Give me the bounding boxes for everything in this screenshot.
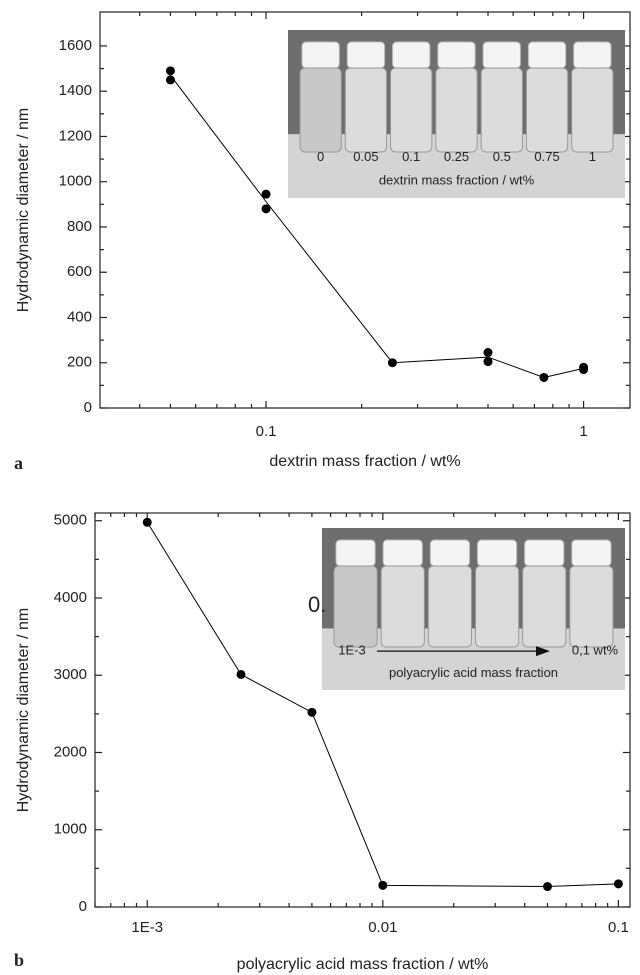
data-point xyxy=(483,348,493,358)
data-point xyxy=(307,707,317,717)
inset-label: 1 xyxy=(589,149,596,164)
x-tick-label: 0.01 xyxy=(368,919,397,936)
y-tick-label: 0 xyxy=(79,898,87,915)
bottle-cap xyxy=(392,41,431,69)
y-tick-label: 1600 xyxy=(59,37,92,54)
inset-caption: dextrin mass fraction / wt% xyxy=(379,173,535,188)
panel-label: a xyxy=(14,453,23,473)
y-tick-label: 1400 xyxy=(59,82,92,99)
data-point xyxy=(579,365,589,375)
inset-label: 0.25 xyxy=(444,149,469,164)
y-tick-label: 1200 xyxy=(59,127,92,144)
y-tick-label: 200 xyxy=(67,354,92,371)
data-point xyxy=(542,882,552,892)
bottle xyxy=(333,565,378,648)
inset-label: 0.05 xyxy=(353,149,378,164)
data-point xyxy=(165,66,175,76)
bottle-cap xyxy=(335,539,376,567)
y-tick-label: 3000 xyxy=(54,666,87,683)
bottle xyxy=(525,67,569,153)
y-tick-label: 400 xyxy=(67,308,92,325)
inset-end-label: 0,1 wt% xyxy=(572,643,619,658)
y-tick-label: 1000 xyxy=(59,173,92,190)
bottle-cap xyxy=(346,41,386,69)
x-tick-label: 1E-3 xyxy=(131,919,163,936)
data-point xyxy=(261,189,271,199)
bottle xyxy=(435,67,478,153)
x-axis-label: dextrin mass fraction / wt% xyxy=(269,453,460,470)
bottle xyxy=(380,565,425,648)
bottle xyxy=(427,565,473,648)
inset-start-label: 1E-3 xyxy=(338,643,365,658)
bottle-cap xyxy=(437,41,476,69)
inset-label: 0 xyxy=(317,149,324,164)
bottle-cap xyxy=(573,41,612,69)
data-point xyxy=(142,517,152,527)
y-tick-label: 800 xyxy=(67,218,92,235)
data-point xyxy=(236,669,246,679)
bottle xyxy=(480,67,523,153)
y-tick-label: 0 xyxy=(84,399,92,416)
inset-arrowhead xyxy=(536,646,550,657)
bottle xyxy=(569,565,614,648)
x-tick-label: 0.1 xyxy=(256,423,277,440)
inset-stray-text: 0. xyxy=(308,592,326,617)
bottle-cap xyxy=(524,539,565,567)
inset-caption: polyacrylic acid mass fraction xyxy=(389,665,558,680)
y-tick-label: 5000 xyxy=(54,512,87,529)
x-tick-label: 1 xyxy=(579,423,587,440)
data-point xyxy=(387,358,397,368)
y-axis-label: Hydrodynamic diameter / nm xyxy=(15,108,32,313)
bottle-cap xyxy=(571,539,612,567)
y-tick-label: 1000 xyxy=(54,821,87,838)
data-point xyxy=(539,372,549,382)
data-point xyxy=(613,879,623,889)
bottle xyxy=(390,67,433,153)
bottle-cap xyxy=(429,539,471,567)
bottle-cap xyxy=(301,41,340,69)
bottle-cap xyxy=(477,539,518,567)
data-line xyxy=(146,522,619,888)
bottle-cap xyxy=(482,41,521,69)
y-axis-label: Hydrodynamic diameter / nm xyxy=(15,608,32,813)
bottle xyxy=(299,67,342,153)
y-tick-label: 600 xyxy=(67,263,92,280)
data-point xyxy=(378,880,388,890)
inset-label: 0.1 xyxy=(402,149,420,164)
data-line xyxy=(170,75,584,378)
bottle-cap xyxy=(527,41,567,69)
plot-frame xyxy=(99,11,631,409)
x-axis-label: polyacrylic acid mass fraction / wt% xyxy=(237,956,489,973)
inset-label: 0.5 xyxy=(493,149,511,164)
y-tick-label: 2000 xyxy=(54,743,87,760)
plot-frame xyxy=(94,512,631,908)
bottle xyxy=(571,67,614,153)
panel-label: b xyxy=(14,950,24,970)
data-point xyxy=(261,204,271,214)
y-tick-label: 4000 xyxy=(54,589,87,606)
data-point xyxy=(165,75,175,85)
x-tick-label: 0.1 xyxy=(608,919,629,936)
inset-label: 0.75 xyxy=(534,149,559,164)
bottle-cap xyxy=(382,539,423,567)
data-point xyxy=(483,357,493,367)
bottle xyxy=(344,67,388,153)
bottle xyxy=(475,565,520,648)
bottle xyxy=(522,565,567,648)
